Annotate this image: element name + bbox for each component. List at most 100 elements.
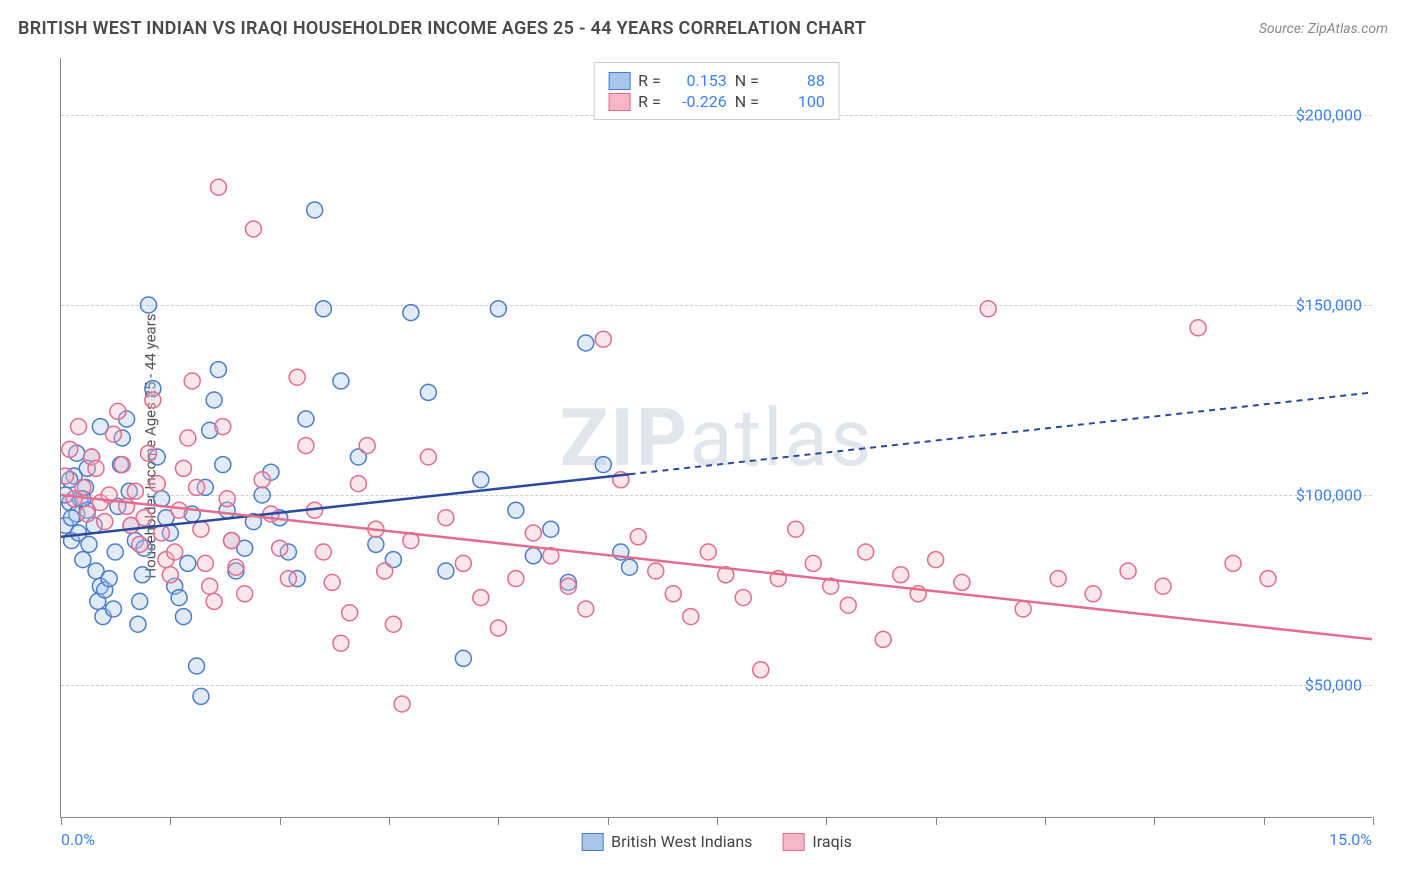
scatter-point (350, 476, 366, 492)
x-tick (1373, 817, 1374, 825)
scatter-point (228, 559, 244, 575)
scatter-point (980, 301, 996, 317)
scatter-point (858, 544, 874, 560)
scatter-point (455, 555, 471, 571)
scatter-point (438, 510, 454, 526)
scatter-point (132, 593, 148, 609)
scatter-point (403, 305, 419, 321)
x-tick (826, 817, 827, 825)
scatter-point (237, 586, 253, 602)
scatter-point (324, 574, 340, 590)
scatter-point (298, 438, 314, 454)
legend-r-value-0: 0.153 (669, 71, 727, 90)
legend-top-row-0: R = 0.153 N = 88 (608, 71, 825, 90)
scatter-point (210, 362, 226, 378)
scatter-point (197, 555, 213, 571)
scatter-point (88, 460, 104, 476)
scatter-point (254, 472, 270, 488)
legend-top: R = 0.153 N = 88 R = -0.226 N = 100 (593, 62, 840, 120)
legend-r-label-0: R = (638, 71, 661, 90)
x-tick (498, 817, 499, 825)
x-tick (1045, 817, 1046, 825)
x-tick (61, 817, 62, 825)
scatter-point (508, 571, 524, 587)
scatter-point (560, 578, 576, 594)
scatter-point (171, 502, 187, 518)
scatter-point (63, 510, 79, 526)
scatter-point (578, 601, 594, 617)
legend-swatch-0 (608, 72, 630, 90)
scatter-point (954, 574, 970, 590)
scatter-point (377, 563, 393, 579)
x-axis-label-left: 0.0% (61, 830, 95, 849)
scatter-point (700, 544, 716, 560)
scatter-point (490, 301, 506, 317)
scatter-point (105, 601, 121, 617)
scatter-point (105, 426, 121, 442)
scatter-point (1155, 578, 1171, 594)
scatter-point (289, 369, 305, 385)
regression-line-dashed (630, 392, 1372, 474)
legend-n-value-0: 88 (767, 71, 825, 90)
scatter-point (136, 510, 152, 526)
scatter-point (215, 457, 231, 473)
scatter-point (394, 696, 410, 712)
scatter-point (648, 563, 664, 579)
x-tick (389, 817, 390, 825)
scatter-point (189, 658, 205, 674)
scatter-point (206, 392, 222, 408)
scatter-point (595, 331, 611, 347)
scatter-point (753, 662, 769, 678)
scatter-point (180, 430, 196, 446)
scatter-point (893, 567, 909, 583)
scatter-point (385, 616, 401, 632)
scatter-point (735, 590, 751, 606)
scatter-point (175, 609, 191, 625)
scatter-point (245, 221, 261, 237)
scatter-point (145, 392, 161, 408)
legend-top-row-1: R = -0.226 N = 100 (608, 92, 825, 111)
scatter-point (1190, 320, 1206, 336)
scatter-point (359, 438, 375, 454)
scatter-point (224, 533, 240, 549)
legend-bottom-label-0: British West Indians (611, 832, 752, 851)
legend-bottom-swatch-1 (782, 833, 804, 851)
scatter-point (167, 544, 183, 560)
scatter-point (193, 521, 209, 537)
scatter-point (578, 335, 594, 351)
scatter-point (630, 529, 646, 545)
scatter-point (665, 586, 681, 602)
legend-bottom: British West Indians Iraqis (581, 832, 852, 851)
legend-r-value-1: -0.226 (669, 92, 727, 111)
legend-n-label-0: N = (735, 71, 759, 90)
plot-area: ZIPatlas R = 0.153 N = 88 R = -0.226 N =… (60, 58, 1372, 818)
scatter-point (342, 605, 358, 621)
scatter-point (79, 506, 95, 522)
scatter-point (202, 578, 218, 594)
x-tick (936, 817, 937, 825)
scatter-point (127, 483, 143, 499)
scatter-point (75, 479, 91, 495)
scatter-point (490, 620, 506, 636)
scatter-point (171, 590, 187, 606)
scatter-point (149, 476, 165, 492)
scatter-point (525, 548, 541, 564)
scatter-point (215, 419, 231, 435)
scatter-point (683, 609, 699, 625)
scatter-point (189, 479, 205, 495)
x-tick (717, 817, 718, 825)
source-label: Source: ZipAtlas.com (1259, 21, 1388, 37)
chart-title: BRITISH WEST INDIAN VS IRAQI HOUSEHOLDER… (18, 18, 866, 39)
scatter-point (805, 555, 821, 571)
scatter-point (132, 536, 148, 552)
legend-bottom-swatch-0 (581, 833, 603, 851)
scatter-point (254, 487, 270, 503)
scatter-point (175, 460, 191, 476)
scatter-point (788, 521, 804, 537)
scatter-point (420, 384, 436, 400)
scatter-point (193, 688, 209, 704)
scatter-point (130, 616, 146, 632)
plot-svg (61, 58, 1372, 817)
scatter-point (420, 449, 436, 465)
scatter-point (272, 540, 288, 556)
